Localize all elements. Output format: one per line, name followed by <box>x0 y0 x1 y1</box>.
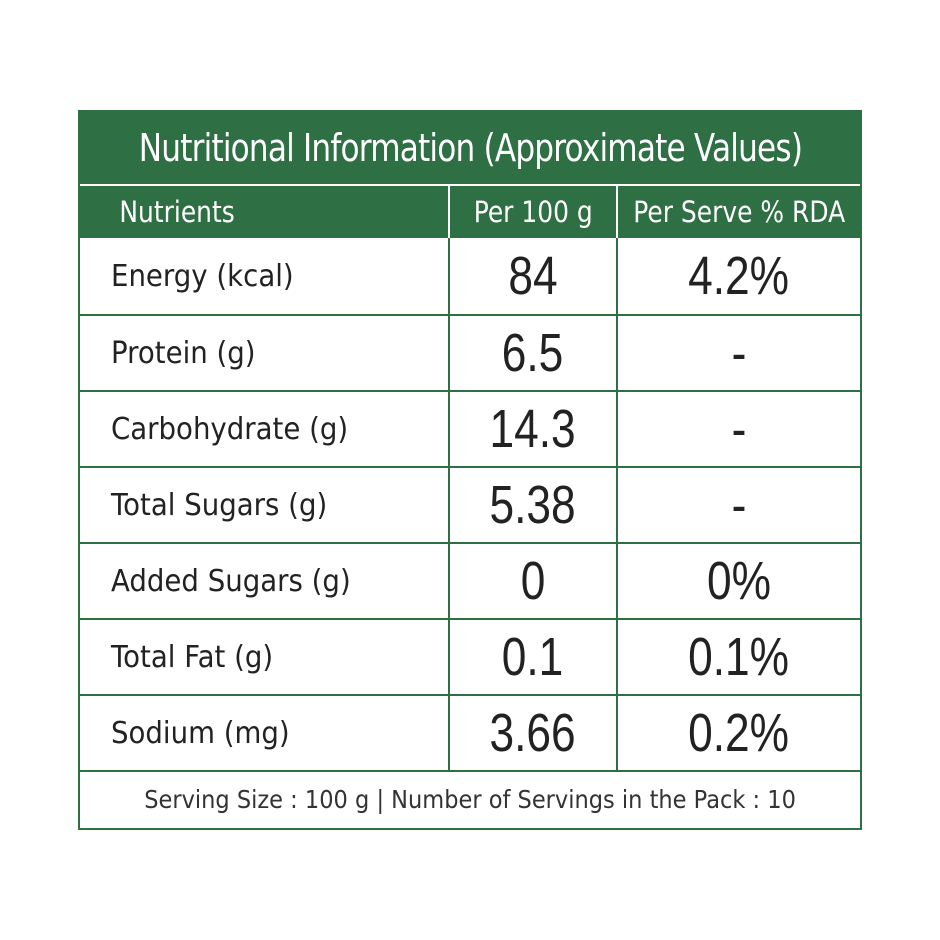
nutrient-name: Protein (g) <box>80 316 448 390</box>
nutrient-name: Energy (kcal) <box>80 238 448 314</box>
header-rda: Per Serve % RDA <box>616 186 860 238</box>
serving-info-text: Serving Size : 100 g | Number of Serving… <box>144 784 796 814</box>
nutrient-name: Sodium (mg) <box>80 696 448 770</box>
table-title-bar: Nutritional Information (Approximate Val… <box>80 112 860 184</box>
nutrient-name-text: Protein (g) <box>111 335 256 371</box>
nutrient-name: Added Sugars (g) <box>80 544 448 618</box>
per-100g-value-text: 0 <box>520 551 546 611</box>
rda-value: - <box>616 468 860 542</box>
table-title: Nutritional Information (Approximate Val… <box>138 126 802 170</box>
nutrient-name: Total Sugars (g) <box>80 468 448 542</box>
rda-value-text: 0% <box>706 551 771 611</box>
per-100g-value: 3.66 <box>448 696 616 770</box>
per-100g-value-text: 84 <box>508 246 558 306</box>
nutrient-name-text: Total Sugars (g) <box>111 487 328 523</box>
header-per-100g: Per 100 g <box>448 186 616 238</box>
per-100g-value: 14.3 <box>448 392 616 466</box>
rda-value-text: - <box>731 475 747 535</box>
rda-value-text: - <box>731 323 747 383</box>
rda-value: 0.1% <box>616 620 860 694</box>
table-row: Energy (kcal) 84 4.2% <box>80 238 860 316</box>
per-100g-value-text: 0.1 <box>502 627 564 687</box>
table-row: Total Sugars (g) 5.38 - <box>80 468 860 544</box>
table-row: Sodium (mg) 3.66 0.2% <box>80 696 860 772</box>
rda-value-text: 0.1% <box>688 627 790 687</box>
header-nutrients: Nutrients <box>80 186 448 238</box>
header-nutrients-label: Nutrients <box>119 195 235 229</box>
per-100g-value: 6.5 <box>448 316 616 390</box>
nutrient-name-text: Added Sugars (g) <box>111 563 351 599</box>
per-100g-value: 0.1 <box>448 620 616 694</box>
per-100g-value: 5.38 <box>448 468 616 542</box>
serving-info: Serving Size : 100 g | Number of Serving… <box>80 770 860 828</box>
per-100g-value-text: 3.66 <box>489 703 577 763</box>
nutrient-name: Carbohydrate (g) <box>80 392 448 466</box>
header-rda-label: Per Serve % RDA <box>633 195 845 229</box>
nutrition-table: Nutritional Information (Approximate Val… <box>78 110 862 830</box>
rda-value-text: - <box>731 399 747 459</box>
header-per-100g-label: Per 100 g <box>473 195 593 229</box>
rda-value-text: 4.2% <box>688 246 790 306</box>
rda-value: 0.2% <box>616 696 860 770</box>
per-100g-value: 0 <box>448 544 616 618</box>
per-100g-value-text: 14.3 <box>489 399 577 459</box>
table-row: Total Fat (g) 0.1 0.1% <box>80 620 860 696</box>
nutrient-name: Total Fat (g) <box>80 620 448 694</box>
rda-value-text: 0.2% <box>688 703 790 763</box>
nutrient-name-text: Sodium (mg) <box>111 715 290 751</box>
rda-value: - <box>616 392 860 466</box>
per-100g-value-text: 5.38 <box>489 475 577 535</box>
table-body: Energy (kcal) 84 4.2% Protein (g) 6.5 - … <box>80 238 860 772</box>
per-100g-value-text: 6.5 <box>502 323 564 383</box>
table-row: Carbohydrate (g) 14.3 - <box>80 392 860 468</box>
nutrient-name-text: Energy (kcal) <box>111 258 294 294</box>
table-row: Protein (g) 6.5 - <box>80 316 860 392</box>
nutrient-name-text: Total Fat (g) <box>111 639 274 675</box>
nutrient-name-text: Carbohydrate (g) <box>111 411 349 447</box>
table-row: Added Sugars (g) 0 0% <box>80 544 860 620</box>
per-100g-value: 84 <box>448 238 616 314</box>
rda-value: - <box>616 316 860 390</box>
header-row: Nutrients Per 100 g Per Serve % RDA <box>80 184 860 238</box>
rda-value: 0% <box>616 544 860 618</box>
rda-value: 4.2% <box>616 238 860 314</box>
